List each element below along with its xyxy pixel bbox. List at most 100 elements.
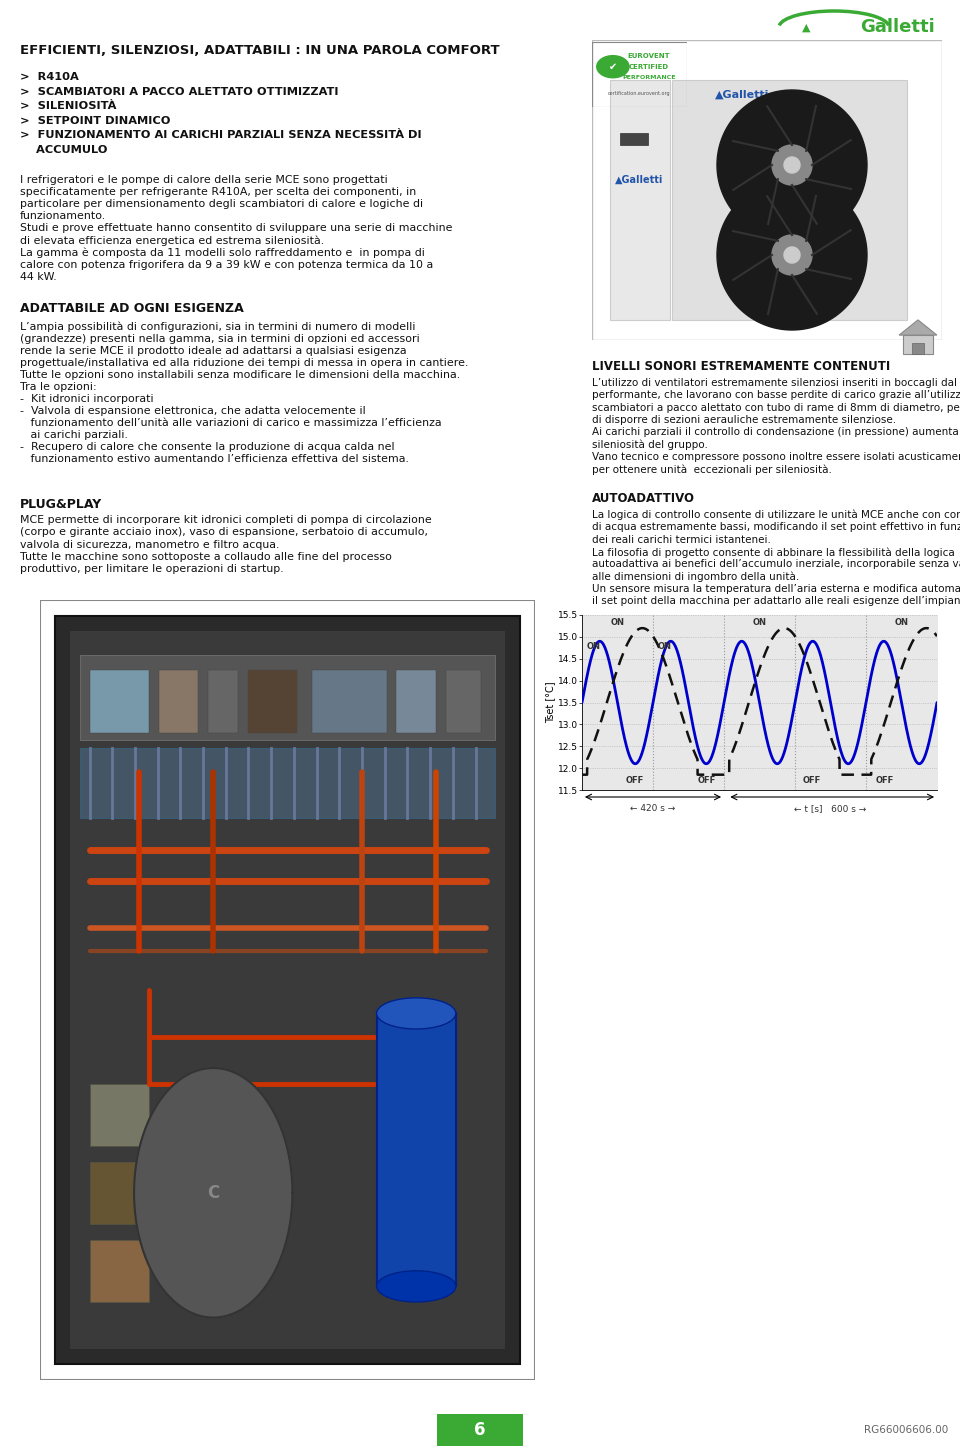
Text: I refrigeratori e le pompe di calore della serie MCE sono progettati: I refrigeratori e le pompe di calore del… [20, 175, 388, 186]
Text: (grandezze) presenti nella gamma, sia in termini di opzioni ed accessori: (grandezze) presenti nella gamma, sia in… [20, 334, 420, 344]
Text: L’ampia possibilità di configurazioni, sia in termini di numero di modelli: L’ampia possibilità di configurazioni, s… [20, 322, 416, 332]
Text: 44 kW.: 44 kW. [20, 271, 57, 281]
Text: PLUG&PLAY: PLUG&PLAY [20, 497, 103, 510]
Bar [89, 1240, 149, 1302]
Text: (corpo e girante acciaio inox), vaso di espansione, serbatoio di accumulo,: (corpo e girante acciaio inox), vaso di … [20, 528, 428, 538]
Text: LIVELLI SONORI ESTREMAMENTE CONTENUTI: LIVELLI SONORI ESTREMAMENTE CONTENUTI [592, 361, 890, 374]
Bar [376, 1014, 456, 1286]
Text: particolare per dimensionamento degli scambiatori di calore e logiche di: particolare per dimensionamento degli sc… [20, 199, 423, 209]
Text: specificatamente per refrigerante R410A, per scelta dei componenti, in: specificatamente per refrigerante R410A,… [20, 187, 417, 197]
Text: C: C [207, 1183, 220, 1202]
Text: funzionamento dell’unità alle variazioni di carico e massimizza l’efficienza: funzionamento dell’unità alle variazioni… [20, 418, 442, 428]
Text: MCE: MCE [261, 9, 295, 22]
Text: alle dimensioni di ingombro della unità.: alle dimensioni di ingombro della unità. [592, 571, 800, 583]
Text: ACCUMULO: ACCUMULO [20, 145, 108, 155]
Text: ← t [s]   600 s →: ← t [s] 600 s → [794, 803, 867, 812]
Bar [620, 133, 648, 145]
Text: per ottenere unità  eccezionali per sileniosità.: per ottenere unità eccezionali per silen… [592, 464, 832, 476]
Bar [89, 1161, 149, 1224]
Text: funzionamento.: funzionamento. [20, 212, 107, 222]
Circle shape [597, 55, 629, 78]
Text: ai carichi parziali.: ai carichi parziali. [20, 431, 128, 439]
Text: ▲Galletti: ▲Galletti [614, 175, 663, 186]
Text: >  SILENIOSITÀ: > SILENIOSITÀ [20, 102, 116, 112]
Text: OFF: OFF [625, 776, 643, 784]
Text: performante, che lavorano con basse perdite di carico grazie all’utilizzo di: performante, che lavorano con basse perd… [592, 390, 960, 400]
Text: 6: 6 [474, 1421, 486, 1438]
Bar [89, 670, 149, 732]
Text: il set point della macchina per adattarlo alle reali esigenze dell’impianto.: il set point della macchina per adattarl… [592, 596, 960, 606]
Text: calore con potenza frigorifera da 9 a 39 kW e con potenza termica da 10 a: calore con potenza frigorifera da 9 a 39… [20, 260, 433, 270]
Text: La filosofia di progetto consente di abbinare la flessibilità della logica: La filosofia di progetto consente di abb… [592, 547, 955, 558]
Polygon shape [134, 1069, 293, 1318]
Text: progettuale/installativa ed alla riduzione dei tempi di messa in opera in cantie: progettuale/installativa ed alla riduzio… [20, 358, 468, 368]
Bar [158, 670, 199, 732]
Text: ON: ON [895, 619, 908, 628]
Text: di elevata efficienza energetica ed estrema sileniosità.: di elevata efficienza energetica ed estr… [20, 235, 324, 247]
Text: ON: ON [658, 642, 672, 651]
Text: Galletti: Galletti [860, 19, 935, 36]
Text: rende la serie MCE il prodotto ideale ad adattarsi a qualsiasi esigenza: rende la serie MCE il prodotto ideale ad… [20, 347, 407, 357]
Text: -  Recupero di calore che consente la produzione di acqua calda nel: - Recupero di calore che consente la pro… [20, 442, 395, 452]
Bar [672, 80, 907, 320]
Text: scambiatori a pacco alettato con tubo di rame di 8mm di diametro, permette: scambiatori a pacco alettato con tubo di… [592, 403, 960, 413]
Y-axis label: Tset [°C]: Tset [°C] [545, 682, 555, 724]
Text: EFFICIENTI, SILENZIOSI, ADATTABILI : IN UNA PAROLA COMFORT: EFFICIENTI, SILENZIOSI, ADATTABILI : IN … [20, 45, 499, 58]
Text: RG66006606.00: RG66006606.00 [864, 1425, 948, 1436]
Text: Tutte le opzioni sono installabili senza modificare le dimensioni della macchina: Tutte le opzioni sono installabili senza… [20, 370, 460, 380]
Bar [312, 670, 387, 732]
Text: ON: ON [588, 642, 601, 651]
Text: Studi e prove effettuate hanno consentito di sviluppare una serie di macchine: Studi e prove effettuate hanno consentit… [20, 223, 452, 233]
Text: ON: ON [611, 619, 625, 628]
Text: Ai carichi parziali il controllo di condensazione (in pressione) aumenta la: Ai carichi parziali il controllo di cond… [592, 428, 960, 438]
Text: La logica di controllo consente di utilizzare le unità MCE anche con contenuti: La logica di controllo consente di utili… [592, 510, 960, 521]
Text: R410A: R410A [601, 323, 638, 334]
Text: ADATTABILE AD OGNI ESIGENZA: ADATTABILE AD OGNI ESIGENZA [20, 303, 244, 316]
Ellipse shape [376, 998, 456, 1030]
Bar [610, 80, 670, 320]
Text: EUROVENT: EUROVENT [628, 54, 670, 59]
Text: >  SETPOINT DINAMICO: > SETPOINT DINAMICO [20, 116, 171, 126]
Text: -  Valvola di espansione elettronica, che adatta velocemente il: - Valvola di espansione elettronica, che… [20, 406, 366, 416]
Text: OFF: OFF [876, 776, 894, 784]
Text: La gamma è composta da 11 modelli solo raffreddamento e  in pompa di: La gamma è composta da 11 modelli solo r… [20, 248, 425, 258]
Ellipse shape [376, 1270, 456, 1302]
Bar [70, 631, 505, 1348]
Polygon shape [784, 247, 800, 262]
Text: Vano tecnico e compressore possono inoltre essere isolati acusticamente: Vano tecnico e compressore possono inolt… [592, 452, 960, 463]
Bar [912, 342, 924, 354]
Text: >  SCAMBIATORI A PACCO ALETTATO OTTIMIZZATI: > SCAMBIATORI A PACCO ALETTATO OTTIMIZZA… [20, 87, 339, 97]
Polygon shape [717, 90, 867, 241]
Polygon shape [772, 145, 812, 186]
Bar [89, 1083, 149, 1146]
Text: OFF: OFF [698, 776, 716, 784]
Text: >  R410A: > R410A [20, 72, 79, 83]
Text: dei reali carichi termici istantenei.: dei reali carichi termici istantenei. [592, 535, 771, 545]
Text: produttivo, per limitare le operazioni di startup.: produttivo, per limitare le operazioni d… [20, 564, 283, 574]
Bar [903, 335, 933, 354]
Polygon shape [772, 235, 812, 276]
Text: PERFORMANCE: PERFORMANCE [622, 74, 676, 80]
Text: ✔: ✔ [609, 62, 617, 71]
Text: -  Kit idronici incorporati: - Kit idronici incorporati [20, 394, 154, 405]
Text: funzionamento estivo aumentando l’efficienza effettiva del sistema.: funzionamento estivo aumentando l’effici… [20, 454, 409, 464]
Bar [437, 1414, 523, 1446]
Bar [445, 670, 481, 732]
Text: OFF: OFF [803, 776, 821, 784]
Text: ON: ON [753, 619, 766, 628]
Polygon shape [900, 320, 937, 335]
Text: autoadattiva ai benefici dell’accumulo inerziale, incorporabile senza variazioni: autoadattiva ai benefici dell’accumulo i… [592, 560, 960, 570]
Text: certification.eurovent.org: certification.eurovent.org [609, 91, 671, 97]
Text: Un sensore misura la temperatura dell’aria esterna e modifica automaticamente: Un sensore misura la temperatura dell’ar… [592, 584, 960, 594]
Text: di disporre di sezioni aerauliche estremamente silenziose.: di disporre di sezioni aerauliche estrem… [592, 415, 896, 425]
Text: sileniosità del gruppo.: sileniosità del gruppo. [592, 439, 708, 451]
Text: refrigeratori d’acqua\: refrigeratori d’acqua\ [7, 9, 156, 22]
Bar [80, 654, 495, 741]
Text: MCE permette di incorporare kit idronici completi di pompa di circolazione: MCE permette di incorporare kit idronici… [20, 515, 432, 525]
Text: Tra le opzioni:: Tra le opzioni: [20, 381, 97, 392]
Text: AUTOADATTIVO: AUTOADATTIVO [592, 493, 695, 506]
Polygon shape [784, 157, 800, 173]
Text: ▲Galletti: ▲Galletti [715, 90, 769, 100]
Text: ← 420 s →: ← 420 s → [631, 803, 676, 812]
Text: di acqua estremamente bassi, modificando il set point effettivo in funzione: di acqua estremamente bassi, modificando… [592, 522, 960, 532]
